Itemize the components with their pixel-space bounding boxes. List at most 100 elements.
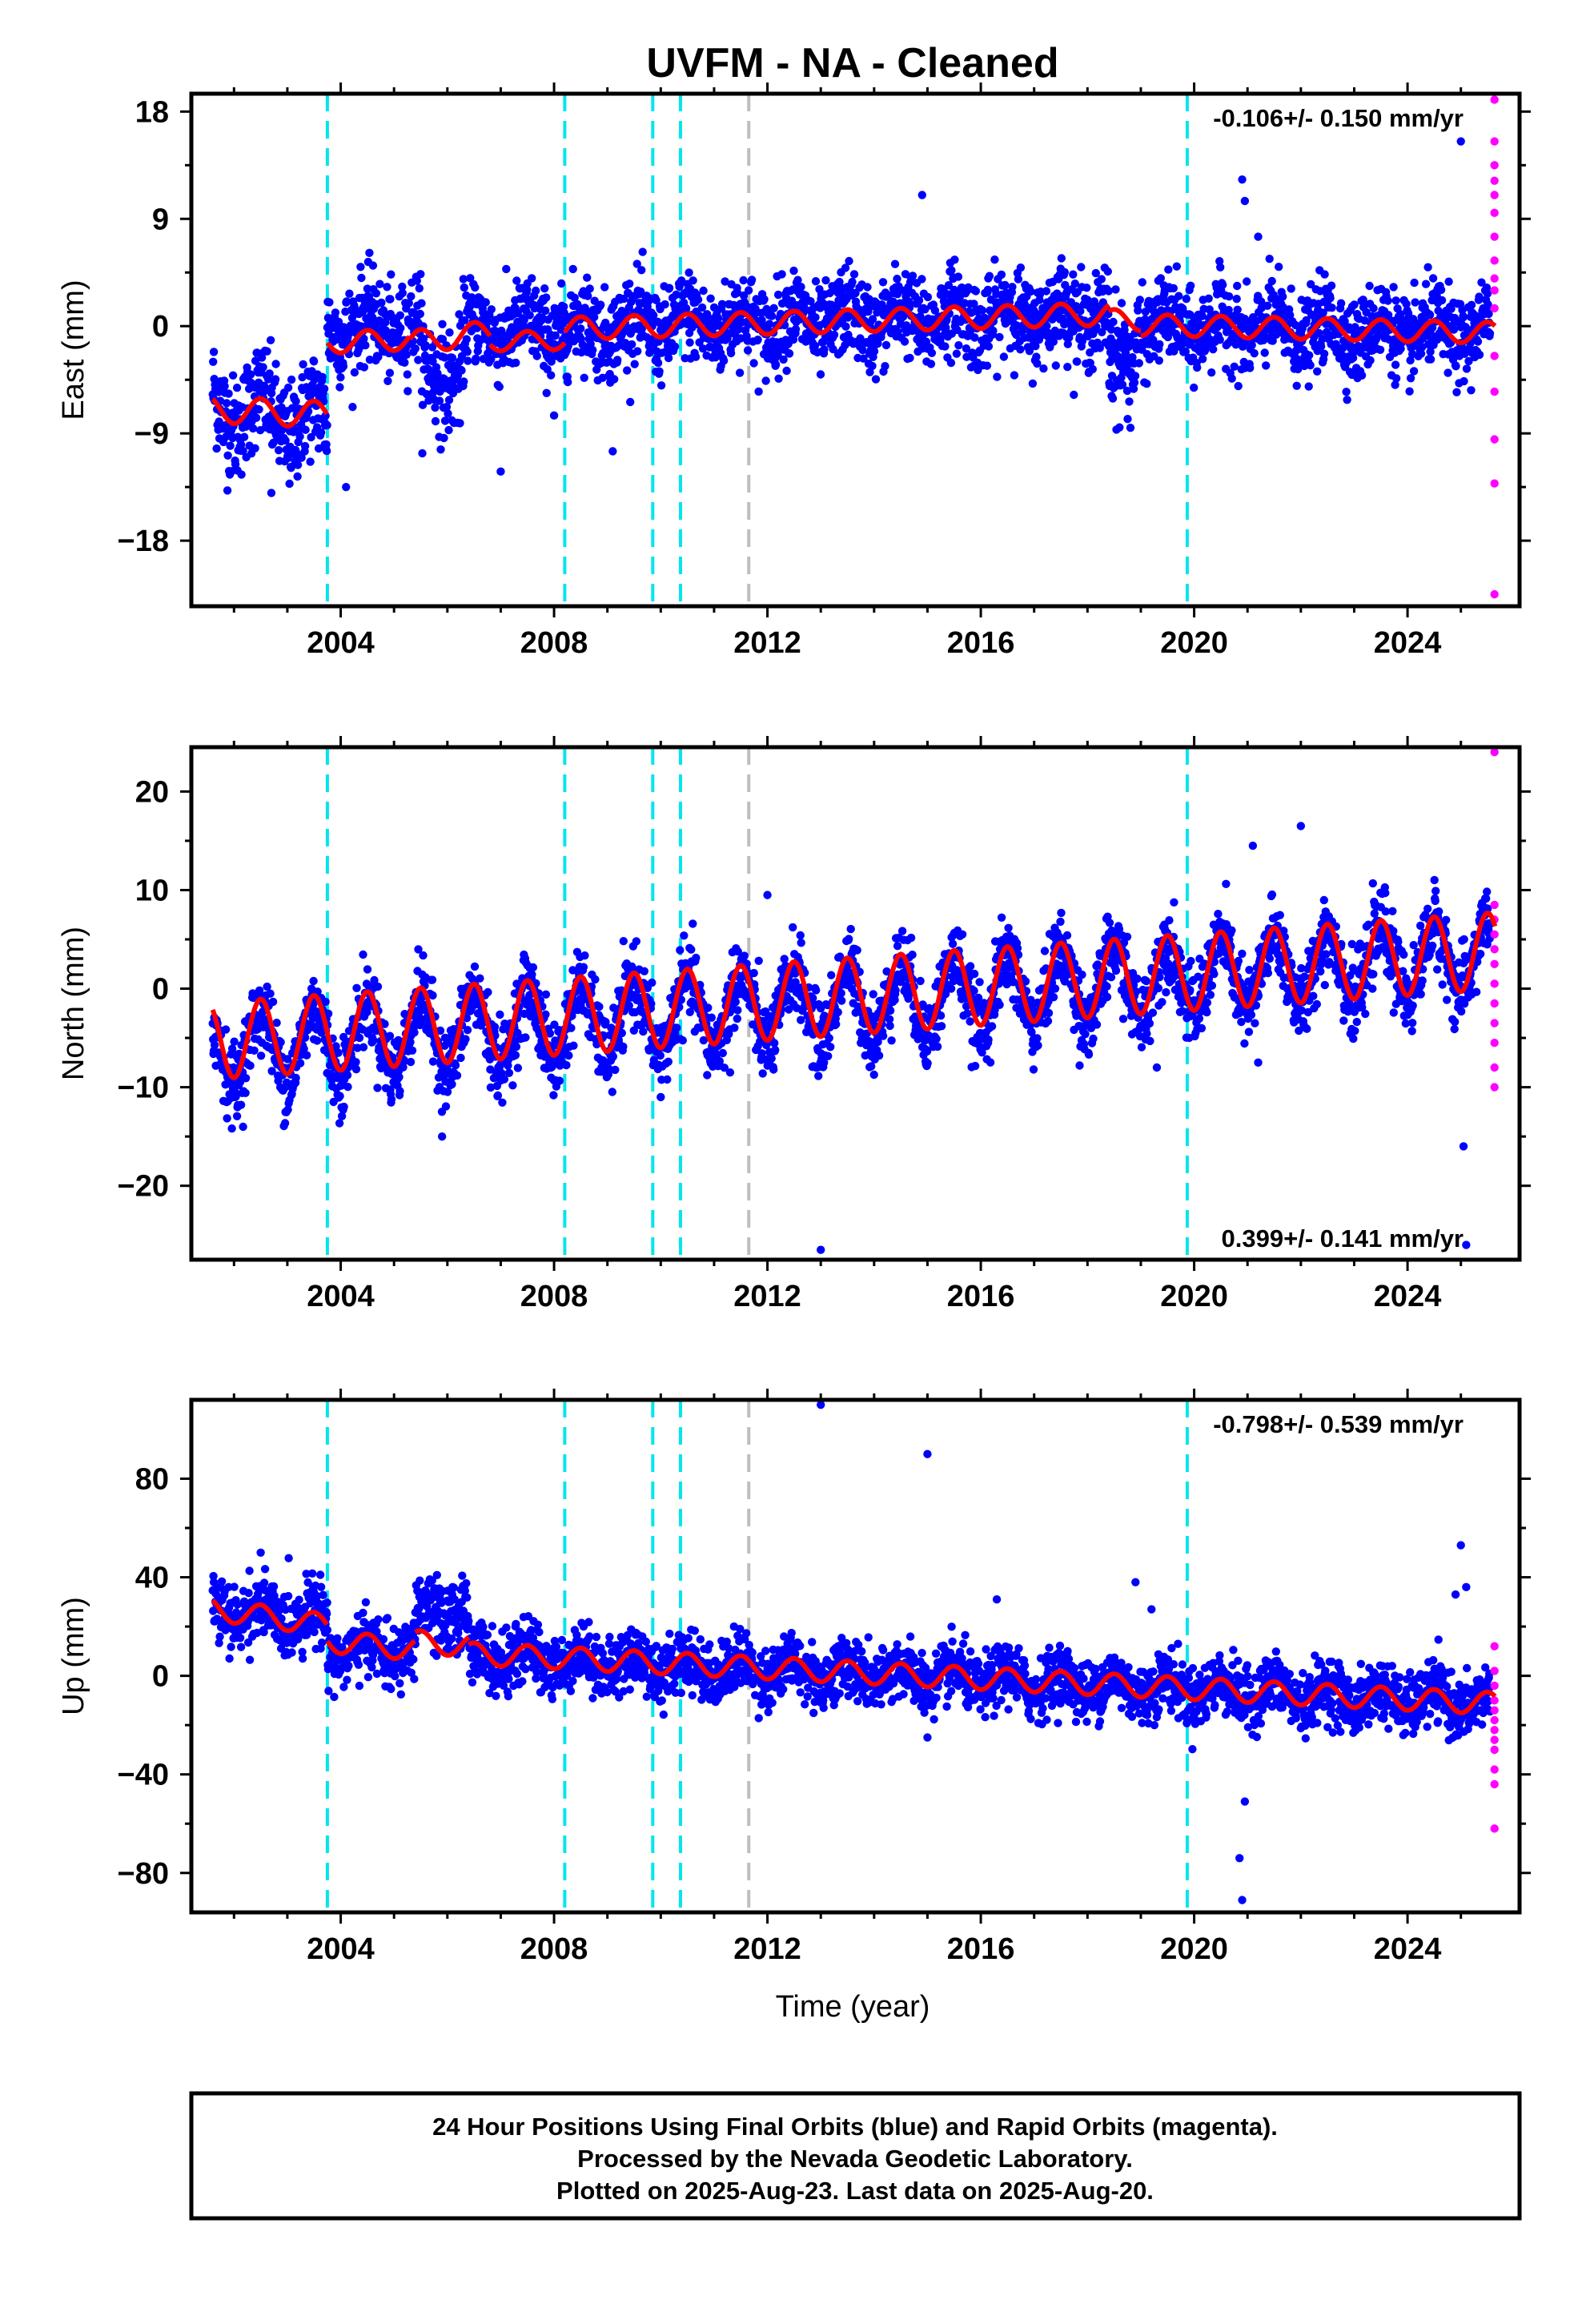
data-point xyxy=(246,1061,255,1070)
data-point xyxy=(1389,283,1398,292)
data-point xyxy=(550,1020,559,1029)
data-point xyxy=(484,987,492,997)
data-point xyxy=(580,951,589,960)
data-point xyxy=(1483,289,1492,298)
data-point xyxy=(417,993,426,1003)
data-point xyxy=(407,292,416,301)
data-point xyxy=(567,1023,576,1032)
data-point xyxy=(1428,274,1438,283)
data-point xyxy=(1294,361,1303,370)
data-point xyxy=(809,994,817,1003)
data-point xyxy=(1051,361,1061,370)
data-point xyxy=(796,931,805,940)
data-point xyxy=(385,368,395,377)
data-point xyxy=(769,304,778,312)
data-point xyxy=(824,1051,833,1061)
data-point xyxy=(1262,361,1271,370)
data-point xyxy=(259,363,267,372)
data-point xyxy=(649,311,658,320)
data-point xyxy=(547,357,556,366)
data-point xyxy=(693,296,703,304)
data-point xyxy=(681,304,691,313)
data-point xyxy=(1142,380,1151,388)
data-point xyxy=(448,353,457,363)
data-point xyxy=(265,369,274,378)
data-point xyxy=(414,356,423,364)
data-point xyxy=(231,1092,240,1101)
data-point xyxy=(232,1112,242,1121)
data-point xyxy=(263,982,271,991)
data-point xyxy=(428,975,437,984)
data-point xyxy=(1098,298,1108,307)
rapid-orbit-point xyxy=(1490,286,1499,295)
data-point xyxy=(637,324,646,334)
data-point xyxy=(1095,344,1105,352)
data-point xyxy=(753,336,762,344)
data-point xyxy=(770,1039,779,1047)
data-point xyxy=(601,318,610,328)
data-point xyxy=(395,1072,404,1082)
data-point xyxy=(1447,304,1456,313)
data-point xyxy=(1477,278,1486,287)
data-point xyxy=(542,293,551,302)
data-point xyxy=(806,297,815,306)
data-point xyxy=(266,989,275,998)
data-point xyxy=(833,1007,842,1017)
data-point xyxy=(440,375,449,384)
rapid-orbit-point xyxy=(1490,479,1499,488)
data-point xyxy=(300,441,310,451)
data-point xyxy=(1108,394,1118,403)
data-point xyxy=(713,314,723,323)
data-point xyxy=(652,296,661,304)
data-point xyxy=(274,1076,283,1085)
data-point xyxy=(470,962,480,971)
data-point xyxy=(1227,374,1236,383)
data-point xyxy=(849,270,859,279)
data-point xyxy=(735,368,745,377)
data-point xyxy=(1111,285,1120,294)
data-point xyxy=(318,372,327,381)
data-point xyxy=(1135,296,1145,304)
east-plot-area xyxy=(208,94,1499,606)
data-point xyxy=(223,451,232,460)
data-point xyxy=(444,425,453,435)
data-point xyxy=(562,1060,571,1070)
data-point xyxy=(1342,388,1351,396)
data-point xyxy=(250,1046,259,1055)
data-point xyxy=(1350,300,1359,309)
data-point xyxy=(1070,279,1080,288)
data-point xyxy=(1403,309,1413,318)
data-point xyxy=(698,344,708,353)
data-point xyxy=(739,275,748,285)
data-point xyxy=(528,274,536,283)
data-point xyxy=(210,1040,219,1050)
data-point xyxy=(648,978,656,987)
data-point xyxy=(1436,285,1446,295)
rapid-orbit-point xyxy=(1490,208,1499,218)
data-point xyxy=(363,284,372,293)
data-point xyxy=(1313,367,1322,376)
data-point xyxy=(236,440,246,449)
data-point xyxy=(541,306,550,316)
data-point xyxy=(576,324,585,333)
data-point xyxy=(463,1026,472,1035)
data-point xyxy=(769,1065,778,1074)
data-point xyxy=(733,947,742,956)
data-point xyxy=(1302,316,1311,325)
data-point xyxy=(1125,397,1134,406)
data-point xyxy=(1076,307,1085,316)
data-point xyxy=(352,983,361,993)
data-point xyxy=(730,1023,739,1032)
data-point xyxy=(604,1064,613,1073)
data-point xyxy=(1069,270,1078,279)
data-point xyxy=(357,273,366,283)
data-point xyxy=(983,285,993,295)
data-point xyxy=(632,259,641,268)
data-point xyxy=(825,1034,833,1043)
data-point xyxy=(441,1102,451,1111)
data-point xyxy=(873,339,882,348)
data-point xyxy=(1164,265,1173,274)
data-point xyxy=(512,276,521,285)
data-point xyxy=(221,1025,231,1034)
data-point xyxy=(914,296,924,305)
